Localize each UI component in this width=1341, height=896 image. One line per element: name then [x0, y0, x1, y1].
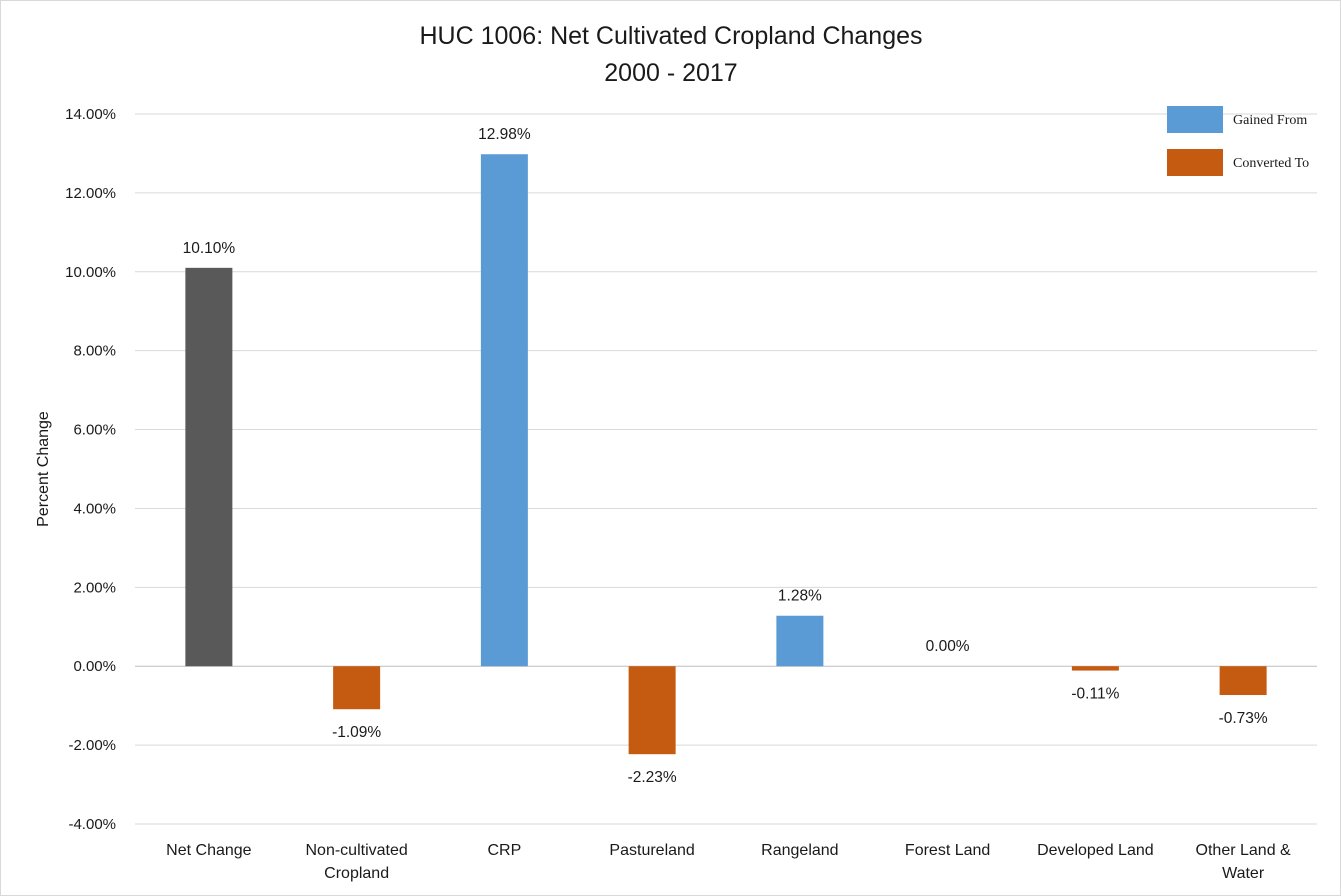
y-axis-title: Percent Change — [35, 411, 52, 527]
y-tick-label: 6.00% — [73, 422, 116, 439]
x-category-label: Non-cultivated Cropland — [305, 842, 407, 882]
x-category-label-line: Other Land & — [1196, 842, 1292, 859]
gridlines — [135, 113, 1317, 825]
legend-swatch — [1167, 149, 1223, 176]
bars — [185, 154, 1267, 755]
x-category-label: Rangeland — [761, 842, 838, 859]
data-label: -0.11% — [1071, 686, 1119, 703]
chart-subtitle: 2000 - 2017 — [604, 59, 737, 87]
x-category-label: Forest Land — [905, 842, 990, 859]
y-tick-label: 12.00% — [65, 185, 116, 202]
y-tick-label: -4.00% — [68, 816, 116, 833]
y-tick-label: 2.00% — [73, 579, 116, 596]
y-tick-label: 0.00% — [73, 658, 116, 675]
x-category-label-line: Non-cultivated — [305, 842, 407, 859]
chart-title: HUC 1006: Net Cultivated Cropland Change… — [419, 22, 922, 50]
y-tick-label: 14.00% — [65, 106, 116, 123]
y-axis-ticks: 14.00% 12.00% 10.00% 8.00% 6.00% 4.00% 2.00% 0.… — [65, 106, 116, 833]
y-tick-label: 10.00% — [65, 264, 116, 281]
data-label: 1.28% — [778, 588, 822, 605]
bar — [480, 154, 528, 667]
x-category-label-line: Pastureland — [609, 842, 694, 859]
legend-swatch — [1167, 106, 1223, 133]
x-axis-categories: Net Change Non-cultivated Cropland CRP Pastu… — [166, 842, 1291, 882]
bar — [333, 666, 381, 710]
data-label: 0.00% — [926, 638, 970, 655]
x-category-label: Pastureland — [609, 842, 694, 859]
bar — [1219, 666, 1267, 696]
bar — [776, 615, 824, 667]
data-label: -0.73% — [1219, 710, 1268, 727]
data-label: 10.10% — [183, 240, 236, 257]
x-category-label-line: CRP — [487, 842, 521, 859]
data-label: 12.98% — [478, 126, 531, 143]
x-category-label-line: Net Change — [166, 842, 251, 859]
legend-label: Converted To — [1233, 156, 1309, 171]
x-category-label: Developed Land — [1037, 842, 1154, 859]
x-category-label: CRP — [487, 842, 521, 859]
data-label: -1.09% — [332, 724, 381, 741]
data-label: -2.23% — [628, 769, 677, 786]
y-tick-label: -2.00% — [68, 737, 116, 754]
data-labels: 10.10% -1.09% 12.98% -2.23% 1.28% 0.00% -0.11%… — [183, 126, 1268, 786]
x-category-label: Other Land & Water — [1196, 842, 1292, 882]
legend: Gained From Converted To — [1167, 106, 1309, 176]
x-category-label-line: Rangeland — [761, 842, 838, 859]
bar — [185, 267, 233, 667]
x-category-label-line: Water — [1222, 865, 1265, 882]
bar — [628, 666, 676, 755]
x-category-label-line: Forest Land — [905, 842, 990, 859]
y-tick-label: 4.00% — [73, 500, 116, 517]
x-category-label-line: Developed Land — [1037, 842, 1154, 859]
legend-label: Gained From — [1233, 113, 1307, 128]
x-category-label-line: Cropland — [324, 865, 389, 882]
bar — [1071, 666, 1119, 671]
x-category-label: Net Change — [166, 842, 251, 859]
y-tick-label: 8.00% — [73, 343, 116, 360]
